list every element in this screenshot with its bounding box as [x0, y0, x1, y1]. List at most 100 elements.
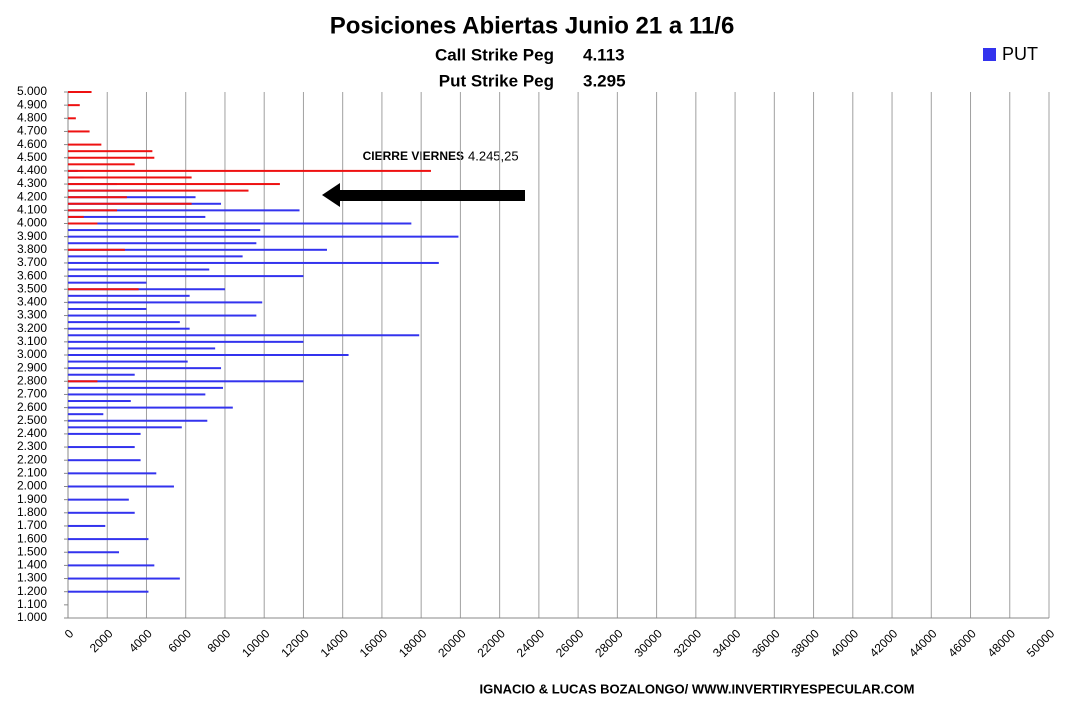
y-tick-label: 1.100: [17, 597, 47, 611]
bar: [68, 242, 257, 245]
y-tick-label: 4.900: [17, 97, 47, 111]
bar: [68, 413, 104, 416]
y-tick-label: 3.400: [17, 295, 47, 309]
y-tick-label: 2.900: [17, 360, 47, 374]
bar: [68, 176, 192, 179]
bar: [68, 130, 90, 133]
y-tick-label: 3.100: [17, 334, 47, 348]
bar: [68, 459, 141, 462]
subtitle: Put Strike Peg: [439, 71, 554, 90]
y-tick-label: 3.700: [17, 255, 47, 269]
bar: [68, 268, 210, 271]
bar: [68, 104, 80, 107]
bar: [68, 209, 118, 212]
bar: [68, 327, 190, 330]
bar: [68, 354, 349, 356]
bar: [68, 229, 261, 232]
y-tick-label: 3.800: [17, 242, 47, 256]
bar: [68, 288, 225, 291]
annotation-value: 4.245,25: [468, 148, 519, 163]
bar: [68, 215, 84, 218]
bar: [68, 590, 149, 593]
y-tick-label: 3.500: [17, 281, 47, 295]
bar: [68, 426, 182, 429]
annotation: CIERRE VIERNES: [363, 149, 464, 163]
y-tick-label: 1.900: [17, 492, 47, 506]
bar: [68, 275, 304, 278]
y-tick-label: 4.400: [17, 163, 47, 177]
bar: [68, 215, 206, 218]
y-tick-label: 1.800: [17, 505, 47, 519]
y-tick-label: 2.100: [17, 466, 47, 480]
bar: [68, 485, 174, 488]
bar: [68, 196, 127, 199]
bar: [68, 393, 206, 396]
bar: [68, 255, 243, 258]
bar: [68, 150, 153, 153]
bar: [68, 340, 304, 343]
bar: [68, 156, 155, 159]
bar: [68, 248, 125, 251]
legend-label: PUT: [1002, 44, 1038, 64]
y-tick-label: 4.200: [17, 189, 47, 203]
y-tick-label: 3.900: [17, 229, 47, 243]
y-tick-label: 3.200: [17, 321, 47, 335]
y-tick-label: 4.000: [17, 216, 47, 230]
bar: [68, 169, 431, 172]
bar: [68, 432, 141, 435]
y-tick-label: 1.300: [17, 571, 47, 585]
bar: [68, 446, 135, 449]
y-tick-label: 3.000: [17, 347, 47, 361]
bar: [68, 400, 131, 403]
bar: [68, 183, 280, 186]
y-tick-label: 1.700: [17, 518, 47, 532]
y-tick-label: 3.300: [17, 308, 47, 322]
bar: [68, 419, 208, 422]
chart-title: Posiciones Abiertas Junio 21 a 11/6: [330, 12, 735, 39]
bar: [68, 367, 222, 370]
arrow-shaft: [338, 190, 525, 201]
bar: [68, 235, 459, 238]
bar: [68, 189, 249, 192]
y-tick-label: 1.600: [17, 531, 47, 545]
bar: [68, 163, 135, 166]
y-tick-label: 2.000: [17, 479, 47, 493]
bar: [68, 261, 439, 264]
y-tick-label: 4.800: [17, 110, 47, 124]
bar: [68, 380, 304, 383]
y-tick-label: 2.300: [17, 439, 47, 453]
y-tick-label: 2.500: [17, 413, 47, 427]
y-tick-label: 4.300: [17, 176, 47, 190]
bar: [68, 511, 135, 514]
bar: [68, 472, 157, 475]
y-tick-label: 4.100: [17, 203, 47, 217]
y-tick-label: 3.600: [17, 268, 47, 282]
y-tick-label: 1.000: [17, 610, 47, 624]
bar: [68, 209, 300, 212]
bar: [68, 314, 257, 317]
bar: [68, 386, 223, 389]
bar: [68, 222, 412, 225]
y-tick-label: 4.600: [17, 137, 47, 151]
bar: [68, 380, 98, 383]
bar: [68, 202, 192, 205]
subtitle-value: 3.295: [583, 71, 626, 90]
bar: [68, 196, 196, 199]
bar: [68, 222, 98, 225]
y-tick-label: 2.400: [17, 426, 47, 440]
bar: [68, 248, 327, 251]
bar: [68, 307, 147, 310]
y-tick-label: 1.500: [17, 544, 47, 558]
bar: [68, 281, 147, 284]
bar: [68, 91, 92, 93]
y-tick-label: 4.700: [17, 124, 47, 138]
y-tick-label: 2.600: [17, 400, 47, 414]
bar: [68, 294, 190, 297]
bar: [68, 524, 106, 527]
y-tick-label: 1.200: [17, 584, 47, 598]
arrow-head: [322, 183, 340, 207]
bar: [68, 143, 102, 146]
footer: IGNACIO & LUCAS BOZALONGO/ WWW.INVERTIRY…: [479, 681, 914, 696]
bar: [68, 373, 135, 376]
bar: [68, 334, 420, 337]
